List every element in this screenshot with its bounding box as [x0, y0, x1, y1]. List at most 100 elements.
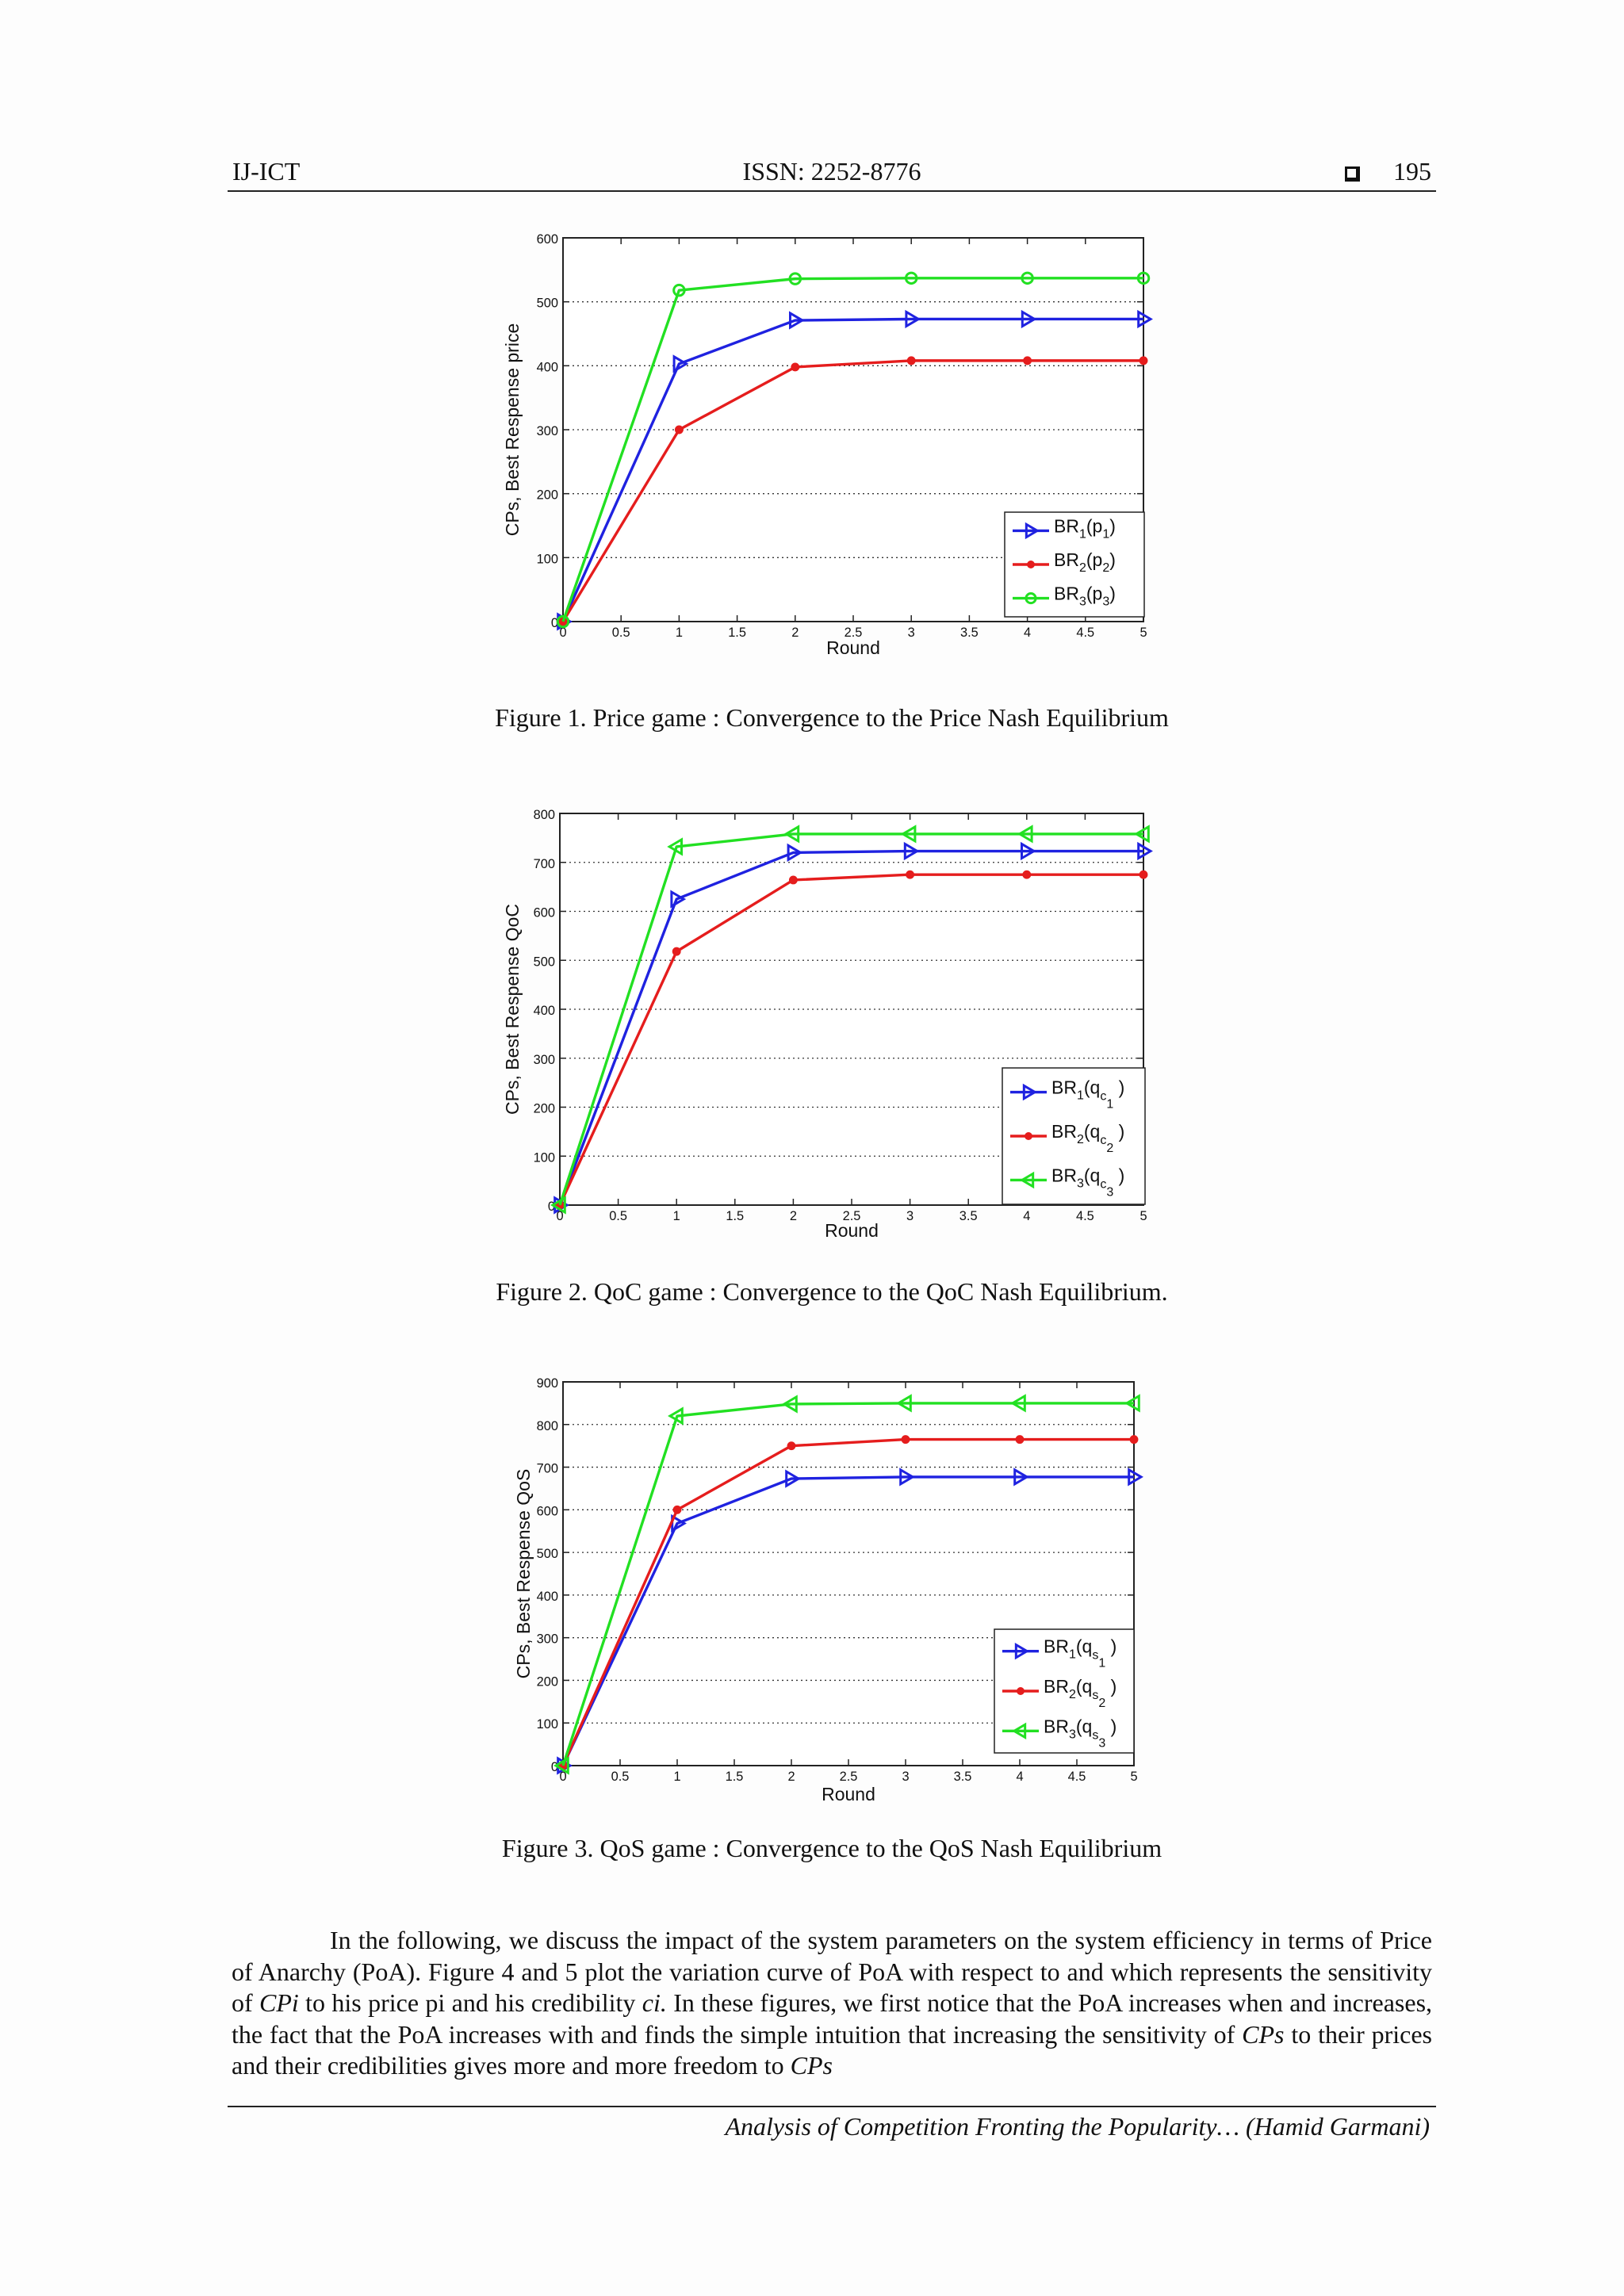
x-tick-label: 3 — [906, 1209, 914, 1223]
figure-2-chart: 0 100 200 300 400 500 600 700 800 0 0.5 1 1.5 2 2.5 3 3.… — [502, 808, 1153, 1241]
legend-text: BR — [1054, 584, 1079, 604]
x-tick-label: 4.5 — [1076, 1209, 1094, 1223]
legend-text: ) — [1105, 1636, 1116, 1657]
body-text-segment: In these figures, we first notice that t… — [232, 1988, 1433, 2049]
legend-subscript: c — [1100, 1134, 1106, 1147]
x-axis-label: Round — [826, 637, 880, 658]
legend-label: BR3(p3) — [1054, 584, 1116, 609]
journal-name: IJ-ICT — [232, 157, 301, 186]
data-point — [788, 272, 802, 285]
legend-marker — [1011, 1722, 1027, 1740]
series-line — [561, 277, 1143, 622]
legend-subscript: 3 — [1106, 1185, 1113, 1199]
data-point — [906, 870, 915, 879]
legend-text: BR — [1051, 1077, 1077, 1098]
legend-text: (q — [1076, 1636, 1092, 1657]
legend-subscript: 1 — [1102, 527, 1109, 541]
x-tick-label: 4.5 — [1076, 626, 1094, 640]
series-line — [558, 849, 1143, 1206]
y-tick-label: 900 — [537, 1376, 558, 1391]
legend-subscript: 2 — [1079, 561, 1086, 575]
data-point — [789, 311, 805, 330]
body-paragraph: In the following, we discuss the impact … — [232, 1925, 1432, 2082]
data-point — [1022, 870, 1032, 879]
legend-subscript: 2 — [1069, 1688, 1076, 1701]
data-point — [1137, 841, 1153, 861]
data-point — [672, 947, 681, 956]
legend-marker — [1025, 1132, 1032, 1140]
legend-text: ) — [1109, 584, 1116, 604]
y-tick-label: 600 — [537, 1504, 558, 1518]
y-tick-label: 200 — [537, 488, 558, 503]
legend-label: BR2(p2) — [1054, 549, 1116, 575]
data-point — [783, 825, 800, 844]
x-axis-label: Round — [825, 1220, 879, 1241]
legend-text: (p — [1086, 549, 1102, 570]
legend-subscript: 2 — [1077, 1133, 1084, 1146]
legend-text: ) — [1113, 1077, 1124, 1098]
legend-marker — [1025, 522, 1040, 540]
y-tick-label: 500 — [537, 297, 558, 311]
legend-label: BR1(p1) — [1054, 515, 1116, 541]
legend-text: ) — [1113, 1165, 1124, 1185]
y-axis-label: CPs, Best Respense price — [502, 323, 523, 536]
legend-subscript: c — [1100, 1090, 1106, 1104]
data-point — [1017, 825, 1033, 844]
series-markers — [550, 825, 1150, 1215]
figure-3-caption: Figure 3. QoS game : Convergence to the … — [501, 1834, 1162, 1862]
data-point — [672, 1505, 682, 1514]
data-point — [668, 1406, 684, 1425]
x-tick-label: 0 — [559, 1770, 566, 1784]
x-tick-label: 5 — [1130, 1770, 1137, 1784]
legend-subscript: 2 — [1106, 1142, 1113, 1155]
legend-text: (q — [1076, 1716, 1092, 1736]
body-text-segment: to his price pi and his credibility — [298, 1988, 642, 2017]
legend-subscript: c — [1100, 1177, 1106, 1191]
data-point — [903, 841, 920, 861]
legend-label: BR3(qs3 ) — [1044, 1716, 1116, 1750]
x-tick-label: 3.5 — [954, 1770, 972, 1784]
data-point — [788, 875, 798, 885]
page-footer: Analysis of Competition Fronting the Pop… — [725, 2112, 1430, 2141]
legend-text: BR — [1044, 1716, 1069, 1736]
data-point — [791, 362, 800, 372]
x-tick-label: 2 — [791, 626, 799, 640]
x-tick-label: 4.5 — [1068, 1770, 1086, 1784]
data-point — [896, 1394, 912, 1413]
legend-text: (p — [1086, 515, 1102, 536]
x-tick-label: 2.5 — [840, 1770, 858, 1784]
data-point — [670, 890, 687, 909]
data-point — [1021, 309, 1037, 329]
data-point — [785, 1469, 801, 1488]
data-point — [1139, 870, 1148, 879]
page-number: 195 — [1393, 157, 1431, 186]
y-tick-label: 0 — [551, 1760, 558, 1774]
legend-text: (q — [1076, 1676, 1092, 1697]
x-tick-label: 4 — [1023, 1209, 1030, 1223]
legend-marker — [1025, 592, 1037, 605]
y-tick-label: 300 — [534, 1053, 555, 1067]
plot-frame — [562, 1381, 1135, 1766]
y-tick-label: 500 — [537, 1547, 558, 1561]
y-tick-label: 100 — [534, 1150, 555, 1165]
x-axis-label: Round — [822, 1784, 875, 1804]
data-point — [1010, 1394, 1026, 1413]
body-text-segment: In the following, we discuss the impact … — [232, 1926, 1432, 2017]
legend-text: BR — [1044, 1676, 1069, 1697]
y-tick-label: 0 — [548, 1200, 555, 1214]
series-line — [561, 317, 1143, 622]
y-tick-label: 400 — [534, 1004, 555, 1018]
figure-1-chart: 0 100 200 300 400 500 600 0 0.5 1 1.5 2 2.5 3 3.5 4 4.5 5… — [502, 232, 1153, 658]
data-point — [674, 425, 684, 434]
legend-text: BR — [1051, 1121, 1077, 1142]
y-tick-label: 700 — [534, 857, 555, 871]
x-tick-label: 1.5 — [726, 1209, 744, 1223]
y-tick-label: 400 — [537, 360, 558, 374]
legend-text: (p — [1086, 584, 1102, 604]
legend-subscript: s — [1092, 1728, 1098, 1742]
legend-text: (q — [1084, 1077, 1100, 1098]
x-tick-label: 1 — [673, 1770, 680, 1784]
data-point — [1015, 1435, 1025, 1445]
x-tick-label: 3 — [908, 626, 915, 640]
y-tick-label: 0 — [551, 616, 558, 630]
